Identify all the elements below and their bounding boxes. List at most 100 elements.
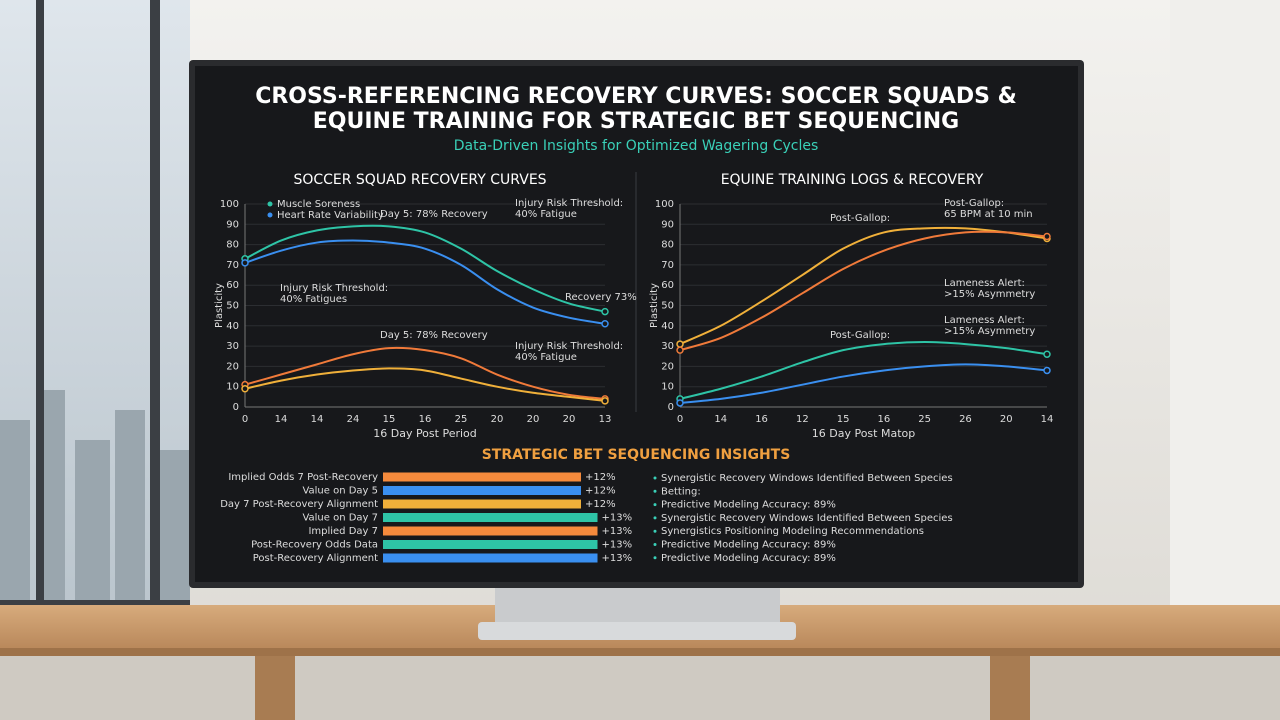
y-tick-label: 30: [226, 341, 239, 352]
x-tick-label: 13: [599, 414, 612, 425]
y-tick-label: 20: [226, 361, 239, 372]
bullet-dot: [653, 503, 657, 507]
x-tick-label: 24: [347, 414, 360, 425]
point: [1043, 366, 1051, 375]
title-line: CROSS-REFERENCING RECOVERY CURVES: SOCCE…: [255, 84, 1017, 109]
value-label: +12%: [585, 486, 616, 497]
bar: [383, 513, 598, 522]
y-tick-label: 60: [226, 280, 239, 291]
annotation: 40% Fatigues: [280, 294, 347, 305]
annotation: 40% Fatigue: [515, 352, 577, 363]
x-tick-label: 14: [275, 414, 288, 425]
point: [676, 399, 684, 407]
series-line: [679, 226, 1048, 345]
bar: [383, 499, 581, 509]
bullet: Synergistic Recovery Windows Identified …: [661, 473, 953, 484]
annotation: Recovery 73%: [565, 292, 637, 303]
y-tick-label: 40: [661, 321, 674, 332]
y-tick-label: 70: [661, 260, 674, 271]
bullet: Predictive Modeling Accuracy: 89%: [661, 540, 836, 551]
bullet-dot: [653, 489, 657, 493]
annotation: Day 5: 78% Recovery: [380, 209, 488, 220]
annotation: Lameness Alert:: [944, 315, 1025, 326]
bullet-dot: [653, 556, 657, 560]
annotation: Day 5: 78% Recovery: [380, 330, 488, 341]
x-tick-label: 15: [837, 414, 850, 425]
series-line: [679, 230, 1048, 352]
annotation: >15% Asymmetry: [944, 289, 1035, 300]
side-wall: [1170, 0, 1280, 640]
point: [601, 397, 609, 405]
value-label: +13%: [602, 553, 633, 564]
series-line: [244, 346, 606, 400]
point: [676, 346, 684, 354]
x-tick-label: 25: [918, 414, 931, 425]
series-line: [679, 363, 1048, 404]
bar: [383, 553, 598, 563]
x-tick-label: 20: [491, 414, 504, 425]
x-tick-label: 15: [383, 414, 396, 425]
legend-swatch: [267, 212, 273, 218]
title-line: EQUINE TRAINING FOR STRATEGIC BET SEQUEN…: [313, 109, 959, 134]
legend-swatch: [267, 201, 273, 207]
bar-label: Post-Recovery Alignment: [253, 553, 378, 564]
annotation: Injury Risk Threshold:: [515, 198, 623, 209]
x-tick-label: 14: [1041, 414, 1054, 425]
point: [241, 384, 249, 393]
y-tick-label: 100: [220, 199, 239, 210]
x-axis-label: 16 Day Post Period: [373, 427, 477, 440]
annotation: Injury Risk Threshold:: [515, 341, 623, 352]
annotation: Post-Gallop:: [944, 198, 1004, 209]
y-tick-label: 70: [226, 260, 239, 271]
monitor-stand: [495, 585, 780, 625]
bar: [383, 472, 581, 482]
x-tick-label: 0: [677, 414, 683, 425]
point: [601, 320, 609, 328]
point: [1043, 232, 1051, 241]
bar-label: Value on Day 7: [302, 513, 378, 524]
y-tick-label: 20: [661, 361, 674, 372]
bar-label: Post-Recovery Odds Data: [251, 540, 378, 551]
legend-label: Muscle Soreness: [277, 199, 360, 210]
value-label: +13%: [602, 540, 633, 551]
bullet: Synergistic Recovery Windows Identified …: [661, 513, 953, 524]
value-label: +13%: [602, 526, 633, 537]
point: [241, 259, 249, 267]
annotation: >15% Asymmetry: [944, 326, 1035, 337]
series-line: [244, 367, 606, 402]
value-label: +12%: [585, 472, 616, 483]
bar-label: Value on Day 5: [302, 486, 378, 497]
bullet-dot: [653, 476, 657, 480]
subtitle: Data-Driven Insights for Optimized Wager…: [454, 138, 819, 154]
window-frame: [0, 0, 190, 640]
series-line: [679, 341, 1048, 400]
x-tick-label: 16: [755, 414, 768, 425]
y-tick-label: 0: [233, 402, 239, 413]
annotation: Injury Risk Threshold:: [280, 283, 388, 294]
bullet-dot: [653, 543, 657, 546]
y-tick-label: 10: [226, 382, 239, 393]
bar: [383, 526, 598, 536]
point: [1043, 350, 1051, 358]
x-tick-label: 20: [527, 414, 540, 425]
chart-title: SOCCER SQUAD RECOVERY CURVES: [293, 172, 546, 188]
y-tick-label: 90: [661, 219, 674, 230]
x-axis-label: 16 Day Post Matop: [812, 427, 915, 440]
bar-label: Day 7 Post-Recovery Alignment: [220, 499, 378, 510]
x-tick-label: 20: [563, 414, 576, 425]
x-tick-label: 25: [455, 414, 468, 425]
chart-title: EQUINE TRAINING LOGS & RECOVERY: [721, 172, 984, 188]
table-leg: [255, 656, 295, 720]
y-axis-label: Plasticity: [214, 283, 225, 328]
value-label: +12%: [585, 499, 616, 510]
y-tick-label: 0: [668, 402, 674, 413]
bullet: Predictive Modeling Accuracy: 89%: [661, 553, 836, 564]
x-tick-label: 14: [714, 414, 727, 425]
table-edge: [0, 648, 1280, 656]
y-tick-label: 50: [661, 301, 674, 312]
monitor-base: [478, 622, 796, 640]
x-tick-label: 12: [796, 414, 809, 425]
y-tick-label: 60: [661, 280, 674, 291]
